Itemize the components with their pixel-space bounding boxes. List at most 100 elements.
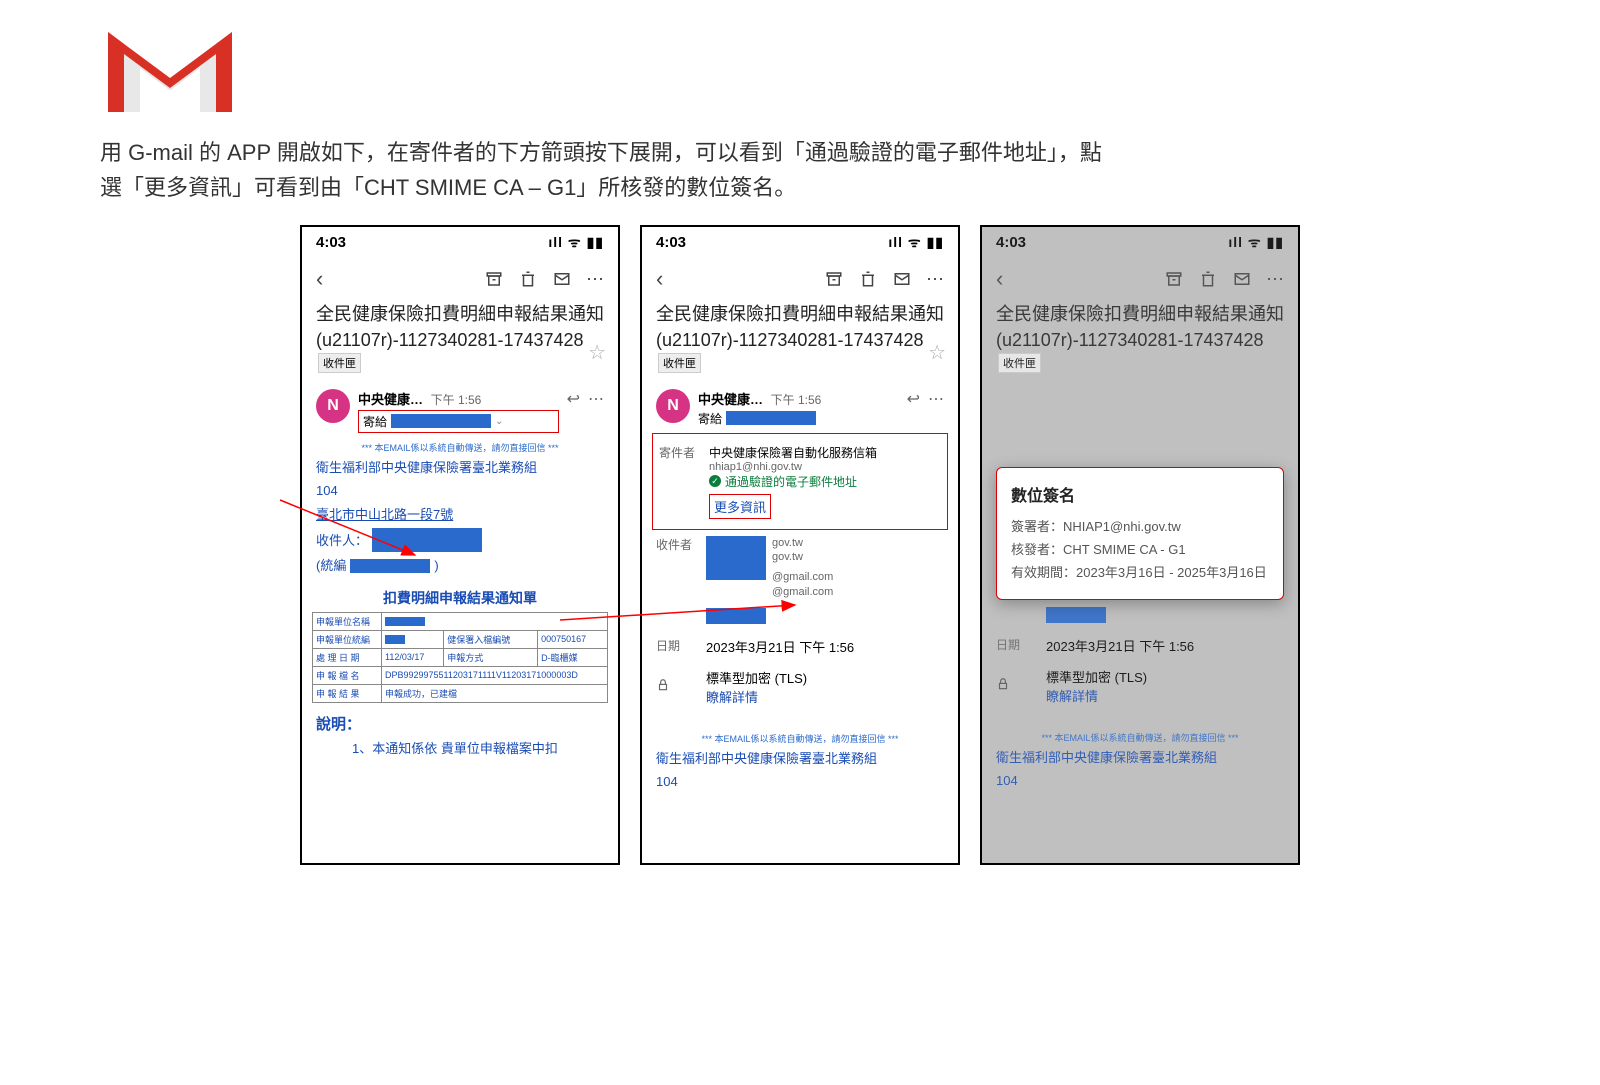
sender-row: N 中央健康… 下午 1:56 寄給 ⌄ ↩ ⋯: [302, 381, 618, 435]
lock-icon: [996, 677, 1040, 694]
status-bar: 4:03 ıll ᯤ ▮▮: [982, 227, 1298, 258]
archive-icon[interactable]: [824, 269, 844, 289]
table-title: 扣費明細申報結果通知單: [302, 578, 618, 612]
id-line: (統編 ): [302, 554, 618, 578]
redacted-block: [372, 528, 482, 552]
expand-sender-label: 寄件者: [659, 444, 703, 461]
status-icons: ıll ᯤ ▮▮: [888, 233, 944, 252]
status-icons: ıll ᯤ ▮▮: [548, 233, 604, 252]
phone-screenshot-1: 4:03 ıll ᯤ ▮▮ ‹ ⋯ 全民健康保險扣費明細申報結果通知(u2110…: [300, 225, 620, 865]
encryption-label: 標準型加密 (TLS): [1046, 667, 1284, 686]
popup-issuer: 核發者：CHT SMIME CA - G1: [1011, 539, 1269, 558]
popup-valid: 有效期間：2023年3月16日 - 2025年3月16日: [1011, 562, 1269, 581]
back-icon[interactable]: ‹: [656, 266, 663, 292]
phone-screenshot-3: 4:03 ıll ᯤ ▮▮ ‹ ⋯ 全民健康保險扣費明細申報結果通知(u2110…: [980, 225, 1300, 865]
table-row: 申報單位統編 健保署入檔編號 000750167: [313, 630, 608, 648]
status-time: 4:03: [996, 234, 1026, 251]
star-icon[interactable]: ☆: [928, 340, 946, 365]
body-org: 衛生福利部中央健康保險署臺北業務組: [642, 747, 958, 771]
body-org: 衛生福利部中央健康保險署臺北業務組: [302, 456, 618, 480]
toolbar: ‹ ⋯: [302, 258, 618, 298]
sender-row: N 中央健康… 下午 1:56 寄給 ↩ ⋯: [642, 381, 958, 429]
redacted-block: [726, 411, 816, 425]
recipient-dropdown-box[interactable]: 寄給 ⌄: [358, 410, 559, 433]
body-addr: 臺北市中山北路一段7號: [302, 503, 618, 527]
auto-note: *** 本EMAIL係以系統自動傳送，請勿直接回信 ***: [982, 725, 1298, 746]
redacted-block: [706, 608, 766, 624]
redacted-block: [706, 536, 766, 580]
inbox-chip: 收件匣: [998, 353, 1041, 373]
status-bar: 4:03 ıll ᯤ ▮▮: [302, 227, 618, 258]
date-label: 日期: [656, 637, 700, 654]
trash-icon[interactable]: [518, 269, 538, 289]
more-icon[interactable]: ⋯: [926, 269, 944, 290]
reply-icon[interactable]: ↩: [907, 389, 920, 409]
recipient-line: 收件人：: [302, 526, 618, 554]
back-icon[interactable]: ‹: [316, 266, 323, 292]
lock-icon: [656, 678, 700, 695]
body-org: 衛生福利部中央健康保險署臺北業務組: [982, 746, 1298, 770]
email-subject: 全民健康保險扣費明細申報結果通知(u21107r)-1127340281-174…: [316, 304, 604, 349]
sender-name: 中央健康…: [698, 392, 763, 407]
explain-line1: 1、本通知係依 貴單位申報檔案中扣: [302, 734, 618, 757]
table-row: 申 報 結 果 申報成功，已建檔: [313, 684, 608, 702]
verified-badge-icon: ✓: [709, 475, 721, 487]
subject-row: 全民健康保險扣費明細申報結果通知(u21107r)-1127340281-174…: [642, 298, 958, 380]
toolbar: ‹ ⋯: [642, 258, 958, 298]
status-time: 4:03: [656, 234, 686, 251]
mail-icon[interactable]: [1232, 269, 1252, 289]
intro-line1: 用 G-mail 的 APP 開啟如下，在寄件者的下方箭頭按下展開，可以看到「通…: [100, 140, 1102, 165]
redacted-block: [350, 559, 430, 573]
mail-icon[interactable]: [552, 269, 572, 289]
back-icon[interactable]: ‹: [996, 266, 1003, 292]
popup-title: 數位簽名: [1011, 482, 1269, 506]
popup-signer: 簽署者：NHIAP1@nhi.gov.tw: [1011, 516, 1269, 535]
body-zip: 104: [302, 479, 618, 503]
inbox-chip: 收件匣: [658, 353, 701, 373]
avatar: N: [316, 389, 350, 423]
more-icon[interactable]: ⋯: [928, 389, 944, 409]
date-value: 2023年3月21日 下午 1:56: [1046, 636, 1284, 655]
encryption-link[interactable]: 瞭解詳情: [1046, 686, 1284, 705]
table-row: 申報單位名稱: [313, 612, 608, 630]
date-value: 2023年3月21日 下午 1:56: [706, 637, 944, 656]
more-icon[interactable]: ⋯: [586, 269, 604, 290]
date-label: 日期: [996, 636, 1040, 653]
encryption-link[interactable]: 瞭解詳情: [706, 687, 944, 706]
body-zip: 104: [642, 770, 958, 794]
toolbar: ‹ ⋯: [982, 258, 1298, 298]
sender-expanded-box: 寄件者 中央健康保險署自動化服務信箱 nhiap1@nhi.gov.tw ✓ 通…: [652, 433, 948, 530]
more-icon[interactable]: ⋯: [1266, 269, 1284, 290]
gmail-logo: [100, 20, 1580, 125]
more-icon[interactable]: ⋯: [588, 389, 604, 409]
phone-screenshot-2: 4:03 ıll ᯤ ▮▮ ‹ ⋯ 全民健康保險扣費明細申報結果通知(u2110…: [640, 225, 960, 865]
archive-icon[interactable]: [1164, 269, 1184, 289]
phones-row: 4:03 ıll ᯤ ▮▮ ‹ ⋯ 全民健康保險扣費明細申報結果通知(u2110…: [20, 225, 1580, 865]
status-time: 4:03: [316, 234, 346, 251]
auto-note: *** 本EMAIL係以系統自動傳送，請勿直接回信 ***: [302, 435, 618, 456]
trash-icon[interactable]: [858, 269, 878, 289]
table-row: 處 理 日 期 112/03/17 申報方式 D-臨櫃媒: [313, 648, 608, 666]
sender-time: 下午 1:56: [431, 393, 482, 407]
archive-icon[interactable]: [484, 269, 504, 289]
reply-icon[interactable]: ↩: [567, 389, 580, 409]
intro-line2: 選「更多資訊」可看到由「CHT SMIME CA – G1」所核發的數位簽名。: [100, 175, 796, 200]
status-bar: 4:03 ıll ᯤ ▮▮: [642, 227, 958, 258]
email-subject: 全民健康保險扣費明細申報結果通知(u21107r)-1127340281-174…: [996, 304, 1284, 349]
recipients-label: 收件者: [656, 536, 700, 553]
sender-time: 下午 1:56: [771, 393, 822, 407]
inbox-chip: 收件匣: [318, 353, 361, 373]
explain-title: 說明：: [302, 703, 618, 734]
star-icon[interactable]: ☆: [588, 340, 606, 365]
encryption-label: 標準型加密 (TLS): [706, 668, 944, 687]
avatar: N: [656, 389, 690, 423]
redacted-recipient: [391, 414, 491, 428]
trash-icon[interactable]: [1198, 269, 1218, 289]
expand-sender-email: nhiap1@nhi.gov.tw: [709, 461, 941, 473]
mail-icon[interactable]: [892, 269, 912, 289]
subject-row: 全民健康保險扣費明細申報結果通知(u21107r)-1127340281-174…: [302, 298, 618, 380]
sender-name: 中央健康…: [358, 392, 423, 407]
more-info-link[interactable]: 更多資訊: [709, 494, 771, 519]
signature-popup: 數位簽名 簽署者：NHIAP1@nhi.gov.tw 核發者：CHT SMIME…: [996, 467, 1284, 600]
email-subject: 全民健康保險扣費明細申報結果通知(u21107r)-1127340281-174…: [656, 304, 944, 349]
